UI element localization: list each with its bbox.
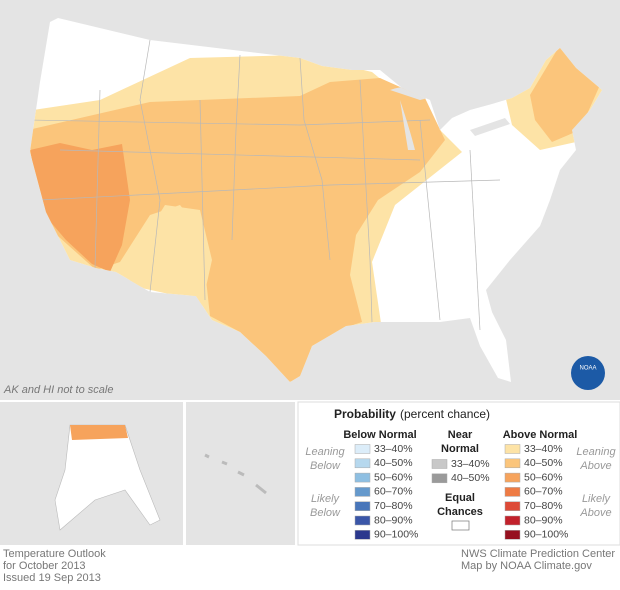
side-label: Leaning (576, 446, 616, 458)
legend-swatch (504, 458, 521, 469)
legend-swatch (504, 501, 521, 511)
legend-swatch (504, 515, 521, 526)
region-33-40 (128, 205, 212, 305)
equal-chances-label: Chances (437, 506, 483, 518)
footer-left: Issued 19 Sep 2013 (3, 572, 101, 584)
legend-swatch (354, 530, 371, 540)
legend-swatch (504, 444, 521, 454)
equal-chances-label: Equal (445, 492, 475, 504)
legend-swatch (431, 459, 448, 469)
legend-title: Probability (334, 407, 396, 421)
legend-label: 50–60% (524, 471, 563, 483)
legend-swatch (504, 530, 521, 540)
side-label: Leaning (305, 446, 345, 458)
column-title: Near (448, 429, 473, 441)
alaska-region (70, 425, 128, 440)
side-label: Above (579, 507, 611, 519)
legend-label: 40–50% (374, 457, 413, 469)
side-label: Likely (582, 493, 612, 505)
noaa-logo-text: NOAA (579, 366, 596, 372)
footer-left: Temperature Outlook (3, 548, 106, 560)
legend-label: 90–100% (374, 529, 418, 541)
legend-heading: Probability (percent chance) (334, 407, 490, 421)
column-title: Below Normal (343, 429, 416, 441)
legend-label: 40–50% (451, 472, 490, 484)
hawaii (204, 453, 267, 495)
noaa-logo (571, 356, 605, 390)
column-title: Normal (441, 443, 479, 455)
column-title: Above Normal (503, 429, 578, 441)
legend-label: 60–70% (374, 486, 413, 498)
legend-swatch (354, 501, 371, 511)
great-lakes (390, 86, 510, 150)
legend-label: 60–70% (524, 486, 563, 498)
legend-swatch (431, 473, 448, 484)
legend-swatch (354, 515, 371, 526)
legend-label: 33–40% (374, 443, 413, 455)
legend-label: 33–40% (451, 458, 490, 470)
legend-label: 50–60% (374, 471, 413, 483)
legend-label: 80–90% (374, 514, 413, 526)
side-label: Likely (311, 493, 341, 505)
legend-label: 70–80% (374, 500, 413, 512)
legend-swatch (354, 487, 371, 497)
legend-label: 90–100% (524, 529, 568, 541)
side-label: Above (579, 460, 611, 472)
legend-swatch (451, 520, 470, 531)
legend-label: 33–40% (524, 443, 563, 455)
side-label: Below (310, 460, 341, 472)
legend-swatch (354, 458, 371, 469)
legend-label: 40–50% (524, 457, 563, 469)
legend-swatch (354, 444, 371, 454)
footer-right: NWS Climate Prediction Center (461, 548, 615, 560)
map-note: AK and HI not to scale (3, 384, 113, 396)
legend-label: 70–80% (524, 500, 563, 512)
legend-swatch (354, 472, 371, 483)
legend-swatch (504, 487, 521, 497)
region-40-50 (30, 78, 445, 382)
side-label: Below (310, 507, 341, 519)
footer-right: Map by NOAA Climate.gov (461, 560, 592, 572)
legend-swatch (504, 472, 521, 483)
legend-subtitle: (percent chance) (400, 407, 490, 421)
legend-label: 80–90% (524, 514, 563, 526)
alaska (54, 424, 161, 531)
state-lines (30, 39, 501, 331)
footer-left: for October 2013 (3, 560, 86, 572)
region-50-60 (30, 143, 130, 272)
